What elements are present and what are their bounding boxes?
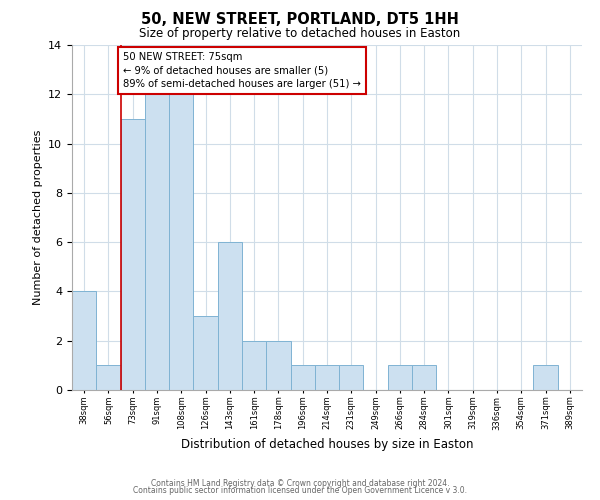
Text: Contains HM Land Registry data © Crown copyright and database right 2024.: Contains HM Land Registry data © Crown c… <box>151 478 449 488</box>
Bar <box>388 366 412 390</box>
Bar <box>96 366 121 390</box>
Bar <box>145 94 169 390</box>
Bar <box>412 366 436 390</box>
X-axis label: Distribution of detached houses by size in Easton: Distribution of detached houses by size … <box>181 438 473 451</box>
Text: Contains public sector information licensed under the Open Government Licence v : Contains public sector information licen… <box>133 486 467 495</box>
Bar <box>290 366 315 390</box>
Bar <box>315 366 339 390</box>
Bar <box>242 340 266 390</box>
Text: Size of property relative to detached houses in Easton: Size of property relative to detached ho… <box>139 28 461 40</box>
Text: 50, NEW STREET, PORTLAND, DT5 1HH: 50, NEW STREET, PORTLAND, DT5 1HH <box>141 12 459 28</box>
Bar <box>339 366 364 390</box>
Bar <box>121 119 145 390</box>
Bar <box>169 94 193 390</box>
Y-axis label: Number of detached properties: Number of detached properties <box>32 130 43 305</box>
Bar <box>193 316 218 390</box>
Bar <box>266 340 290 390</box>
Text: 50 NEW STREET: 75sqm
← 9% of detached houses are smaller (5)
89% of semi-detache: 50 NEW STREET: 75sqm ← 9% of detached ho… <box>123 52 361 89</box>
Bar <box>533 366 558 390</box>
Bar <box>72 292 96 390</box>
Bar <box>218 242 242 390</box>
